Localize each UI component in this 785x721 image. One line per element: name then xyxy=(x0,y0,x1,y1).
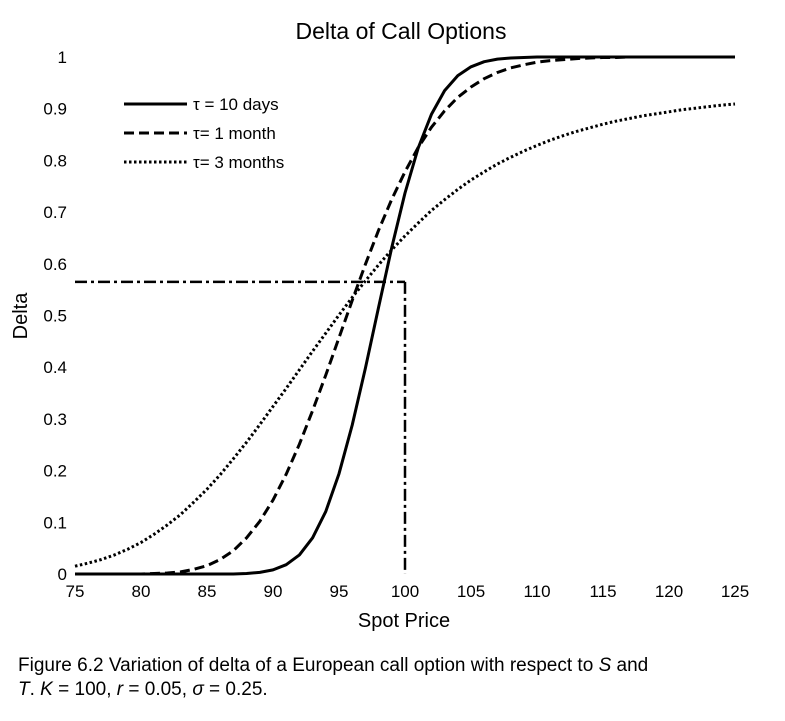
y-tick-label: 0.5 xyxy=(43,307,67,326)
caption-text-5: = 0.05, xyxy=(123,679,193,700)
x-tick-label: 100 xyxy=(391,582,419,601)
y-tick-label: 0.6 xyxy=(43,255,67,274)
figure-caption: Figure 6.2 Variation of delta of a Europ… xyxy=(18,654,778,702)
x-tick-label: 80 xyxy=(132,582,151,601)
x-tick-labels: 75 80 85 90 95 100 105 110 115 120 125 xyxy=(66,582,750,601)
caption-symbol-t: T xyxy=(18,679,30,700)
chart-title: Delta of Call Options xyxy=(296,18,507,44)
y-tick-label: 0.4 xyxy=(43,358,67,377)
x-tick-label: 105 xyxy=(457,582,485,601)
x-tick-label: 95 xyxy=(330,582,349,601)
reference-lines xyxy=(75,280,407,574)
x-tick-label: 120 xyxy=(655,582,683,601)
caption-text-1: Figure 6.2 Variation of delta of a Europ… xyxy=(18,655,599,676)
caption-text-6: = 0.25. xyxy=(203,679,268,700)
series-line-dotted xyxy=(74,102,736,568)
caption-text-3: . xyxy=(29,679,41,700)
y-tick-label: 1 xyxy=(58,48,67,67)
x-tick-label: 75 xyxy=(66,582,85,601)
x-axis-label: Spot Price xyxy=(358,610,450,632)
caption-symbol-k: K xyxy=(40,679,53,700)
legend-label: τ= 3 months xyxy=(193,153,284,172)
x-tick-label: 115 xyxy=(589,582,616,601)
y-tick-label: 0.8 xyxy=(43,151,67,170)
series-lines xyxy=(74,55,736,576)
y-tick-label: 0.2 xyxy=(43,462,67,481)
y-tick-label: 0.7 xyxy=(43,203,67,222)
y-tick-label: 0 xyxy=(58,565,67,584)
caption-symbol-s: S xyxy=(598,655,612,676)
legend-label: τ= 1 month xyxy=(193,124,276,143)
x-tick-label: 85 xyxy=(198,582,217,601)
series-line-dashed xyxy=(75,55,735,576)
y-axis-label: Delta xyxy=(10,292,32,340)
y-tick-label: 0.3 xyxy=(43,410,67,429)
caption-symbol-r: r xyxy=(116,679,124,700)
caption-text-4: = 100, xyxy=(52,679,117,700)
x-tick-label: 125 xyxy=(721,582,749,601)
caption-text-2: and xyxy=(611,655,649,676)
legend: τ = 10 days τ= 1 month τ= 3 months xyxy=(124,95,284,172)
y-tick-labels: 0 0.1 0.2 0.3 0.4 0.5 0.6 0.7 0.8 0.9 1 xyxy=(43,48,67,584)
legend-label: τ = 10 days xyxy=(193,95,279,114)
delta-chart: Delta of Call Options Delta Spot Price 0… xyxy=(10,18,750,632)
x-tick-label: 110 xyxy=(523,582,550,601)
y-tick-label: 0.9 xyxy=(43,100,67,119)
caption-symbol-sigma: σ xyxy=(192,679,204,700)
x-tick-label: 90 xyxy=(264,582,283,601)
y-tick-label: 0.1 xyxy=(43,513,67,532)
